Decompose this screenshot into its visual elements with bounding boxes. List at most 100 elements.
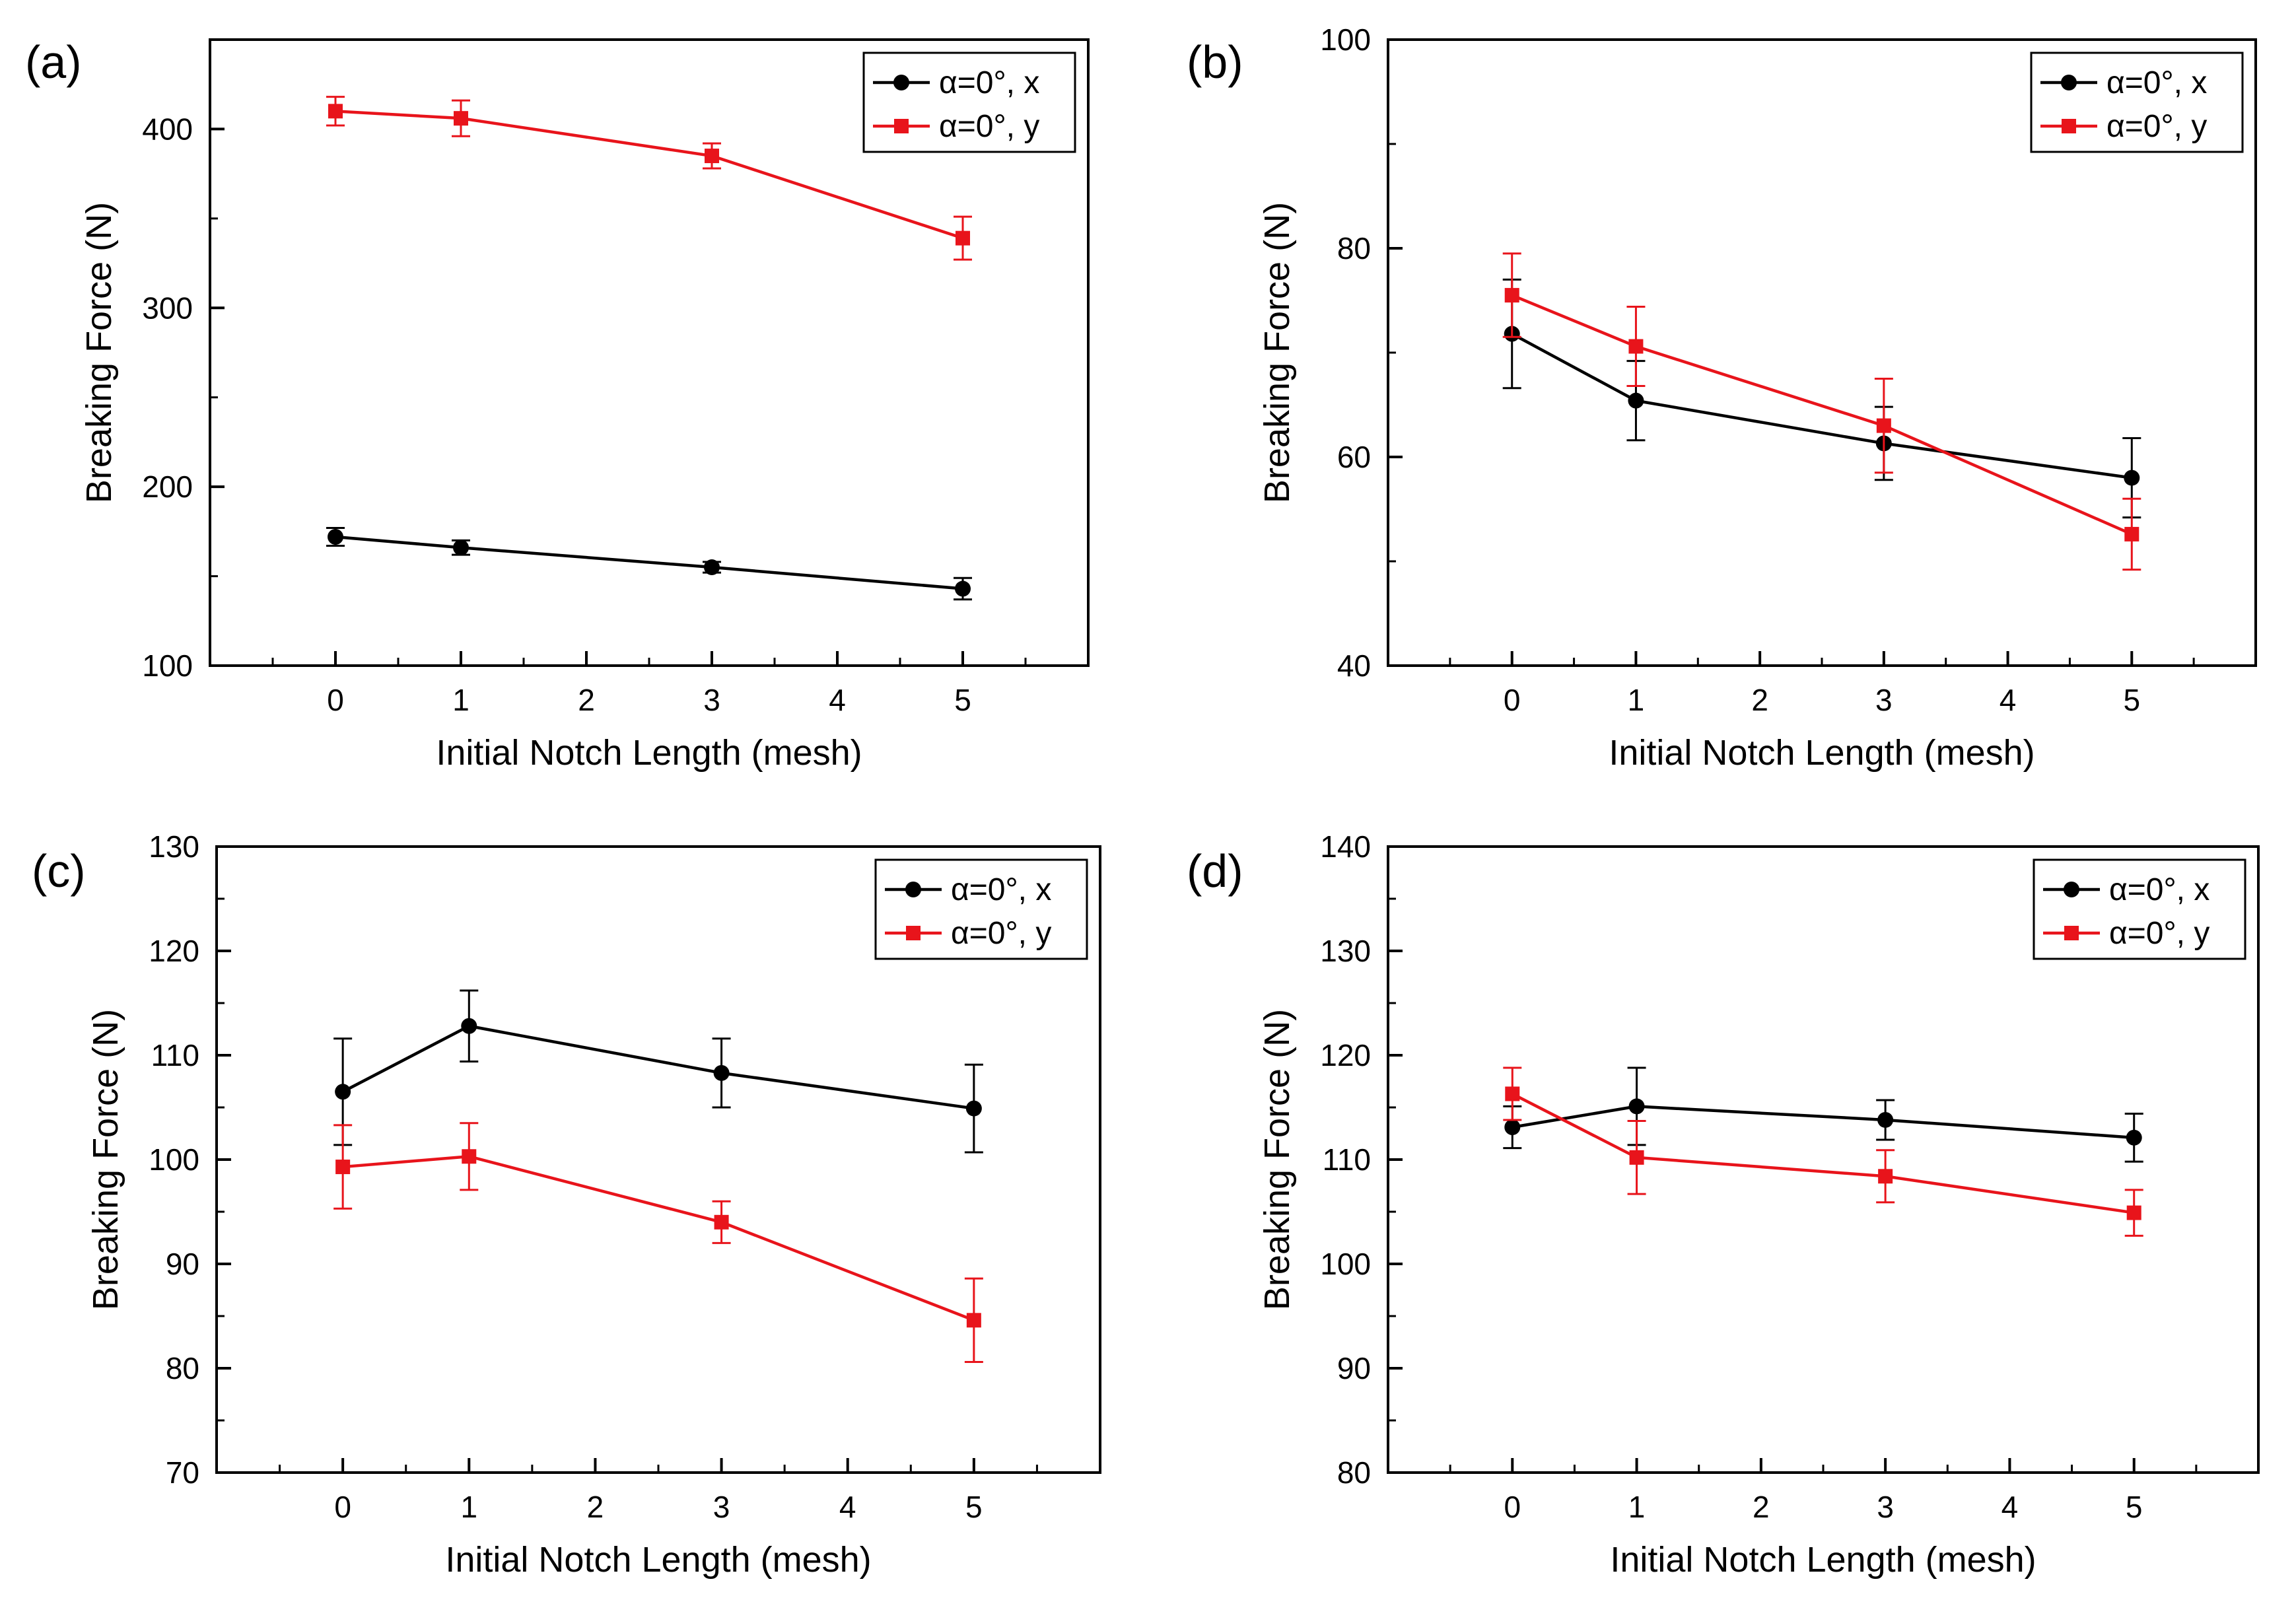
data-point [714, 1214, 729, 1230]
y-tick-label: 60 [1337, 440, 1371, 474]
y-tick-label: 130 [1320, 934, 1371, 968]
series-y [1502, 252, 2141, 571]
data-point [1878, 1169, 1893, 1184]
legend-marker [2061, 75, 2077, 90]
legend-label: α=0°, x [951, 872, 1051, 907]
legend-marker [2064, 882, 2079, 897]
y-axis-label: Breaking Force (N) [1257, 202, 1297, 503]
y-tick-label: 110 [1323, 1142, 1371, 1177]
y-tick-label: 100 [1320, 22, 1371, 57]
x-tick-label: 0 [327, 683, 344, 717]
x-tick-label: 1 [452, 683, 470, 717]
series-x [333, 989, 983, 1154]
legend-marker [905, 882, 921, 897]
series-line [342, 1154, 975, 1322]
y-tick-label: 200 [142, 470, 193, 504]
x-axis-label: Initial Notch Length (mesh) [1609, 733, 2035, 773]
y-tick-label: 130 [149, 829, 199, 864]
y-tick-label: 80 [1337, 231, 1371, 265]
legend: α=0°, x α=0°, y [2033, 858, 2246, 960]
y-tick-label: 90 [166, 1247, 199, 1281]
chart-panel-3: (c) 0 1 2 3 4 5 70 80 90 100 110 120 130 Initial Notch… [32, 829, 1101, 1580]
series-line [1511, 294, 2133, 536]
series-y [333, 1122, 983, 1364]
data-point [1877, 1111, 1894, 1128]
panel-label: (a) [25, 36, 82, 88]
x-tick-label: 4 [829, 683, 846, 717]
y-tick-label: 100 [1320, 1247, 1371, 1281]
data-point [966, 1313, 981, 1328]
data-point [1629, 1150, 1644, 1165]
panel-label: (c) [32, 845, 86, 897]
y-tick-label: 70 [166, 1455, 199, 1490]
panel-label: (d) [1187, 845, 1243, 897]
data-point [2126, 1205, 2141, 1220]
legend-box [2030, 52, 2244, 153]
legend-label: α=0°, x [939, 65, 1039, 100]
y-tick-label: 140 [1320, 829, 1371, 864]
y-tick-label: 80 [1337, 1455, 1371, 1490]
y-axis-label: Breaking Force (N) [86, 1009, 125, 1310]
data-point [335, 1084, 351, 1100]
y-tick-label: 100 [149, 1142, 199, 1177]
data-point [955, 580, 971, 597]
legend-box [874, 858, 1088, 960]
legend-label: α=0°, y [2109, 916, 2209, 951]
series-line [335, 110, 963, 240]
data-point [704, 559, 720, 576]
y-tick-label: 300 [142, 291, 193, 325]
x-tick-label: 1 [460, 1490, 477, 1524]
data-point [2126, 1129, 2142, 1146]
legend-marker [2064, 926, 2079, 940]
data-point [461, 1018, 477, 1034]
x-tick-label: 5 [954, 683, 971, 717]
data-point [2124, 470, 2140, 486]
x-tick-label: 4 [2000, 683, 2017, 717]
data-point [2124, 526, 2139, 541]
data-point [713, 1064, 730, 1081]
x-axis-label: Initial Notch Length (mesh) [445, 1540, 871, 1580]
legend-marker [2062, 119, 2076, 133]
data-point [1628, 339, 1644, 354]
x-tick-label: 2 [1753, 1490, 1770, 1524]
x-tick-label: 1 [1628, 683, 1645, 717]
x-tick-label: 3 [703, 683, 720, 717]
x-tick-label: 5 [2126, 1490, 2143, 1524]
legend: α=0°, x α=0°, y [862, 52, 1076, 153]
chart-panel-2: (b) 0 1 2 3 4 5 40 60 80 100 Initial Notch Length (… [1187, 22, 2257, 773]
series-x [1502, 278, 2141, 519]
x-axis-label: Initial Notch Length (mesh) [1610, 1540, 2036, 1580]
x-tick-label: 4 [2001, 1490, 2019, 1524]
series-y [1503, 1066, 2143, 1237]
legend-box [2033, 858, 2246, 960]
legend-label: α=0°, x [2106, 65, 2207, 100]
legend: α=0°, x α=0°, y [874, 858, 1088, 960]
y-tick-label: 90 [1337, 1351, 1371, 1385]
legend-label: α=0°, y [951, 916, 1051, 951]
x-tick-label: 5 [965, 1490, 983, 1524]
y-tick-label: 120 [1320, 1038, 1371, 1072]
x-tick-label: 2 [587, 1490, 604, 1524]
chart-panel-1: (a) 0 1 2 3 4 5 100 200 300 400 Initial Notch Lengt… [25, 36, 1090, 773]
y-axis-label: Breaking Force (N) [1257, 1009, 1297, 1310]
x-tick-label: 0 [334, 1490, 351, 1524]
series-y [326, 96, 972, 261]
y-tick-label: 80 [166, 1351, 199, 1385]
y-tick-label: 110 [151, 1038, 199, 1072]
x-tick-label: 0 [1504, 683, 1521, 717]
data-point [1505, 1086, 1520, 1101]
legend-marker [893, 75, 909, 90]
x-tick-label: 2 [578, 683, 595, 717]
x-tick-label: 1 [1628, 1490, 1646, 1524]
x-tick-label: 3 [713, 1490, 730, 1524]
x-tick-label: 2 [1751, 683, 1768, 717]
data-point [1628, 1098, 1645, 1115]
series-line [1512, 1092, 2135, 1214]
legend-label: α=0°, y [2106, 109, 2207, 144]
data-point [965, 1100, 982, 1117]
data-point [705, 149, 719, 164]
chart-panel-4: (d) 0 1 2 3 4 5 80 90 100 110 120 130 140 Initial Notc… [1187, 829, 2260, 1580]
x-tick-label: 4 [839, 1490, 856, 1524]
legend: α=0°, x α=0°, y [2030, 52, 2244, 153]
data-point [328, 528, 343, 545]
